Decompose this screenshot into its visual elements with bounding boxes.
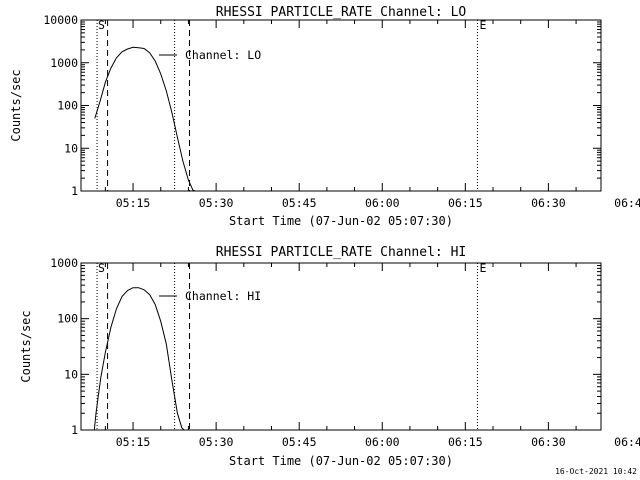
y-tick-label: 1000 — [50, 256, 78, 270]
chart-title: RHESSI PARTICLE_RATE Channel: LO — [216, 5, 467, 20]
x-tick-label: 06:00 — [365, 196, 400, 210]
y-tick-label: 1000 — [50, 56, 78, 70]
start-marker-label: S — [98, 261, 105, 275]
chart-panel-1: RHESSI PARTICLE_RATE Channel: LO 1 10 100 10… — [9, 5, 640, 228]
end-marker-label: E — [480, 18, 487, 32]
series-label: Channel: HI — [185, 289, 261, 303]
y-tick-label: 1 — [71, 423, 78, 437]
y-tick-label: 1 — [71, 184, 78, 198]
y-tick-label: 100 — [57, 99, 78, 113]
x-tick-label: 05:45 — [282, 435, 317, 449]
start-marker-label: S — [98, 18, 105, 32]
y-tick-label: 100 — [57, 312, 78, 326]
x-tick-label: 06:30 — [531, 435, 566, 449]
series-group — [94, 46, 638, 191]
x-tick-label: 06:00 — [365, 435, 400, 449]
end-marker-label: E — [480, 261, 487, 275]
series-line — [93, 287, 185, 430]
x-tick-label: 05:15 — [116, 435, 151, 449]
y-tick-label: 10000 — [43, 13, 78, 27]
x-tick-label: 06:30 — [531, 196, 566, 210]
x-axis-label: Start Time (07-Jun-02 05:07:30) — [229, 454, 453, 468]
series-group — [93, 287, 185, 430]
plot-frame — [80, 19, 602, 192]
x-axis-label: Start Time (07-Jun-02 05:07:30) — [229, 214, 453, 228]
plot-frame — [80, 262, 602, 431]
series-line — [609, 168, 638, 191]
y-axis-label: Counts/sec — [9, 69, 23, 141]
x-tick-label: 06:15 — [448, 196, 483, 210]
x-tick-label: 06:45 — [614, 196, 640, 210]
footer-timestamp: 16-Oct-2021 10:42 — [555, 467, 637, 476]
x-tick-label: 05:45 — [282, 196, 317, 210]
y-tick-label: 10 — [64, 141, 78, 155]
x-tick-label: 05:30 — [199, 196, 234, 210]
x-tick-label: 05:30 — [199, 435, 234, 449]
series-line — [94, 46, 196, 191]
chart-panel-2: RHESSI PARTICLE_RATE Channel: HI 1 10 100 10… — [19, 245, 640, 468]
series-label: Channel: LO — [185, 48, 261, 62]
y-axis-label: Counts/sec — [19, 310, 33, 382]
x-tick-label: 05:15 — [116, 196, 151, 210]
x-tick-label: 06:45 — [614, 435, 640, 449]
y-tick-label: 10 — [64, 367, 78, 381]
chart-title: RHESSI PARTICLE_RATE Channel: HI — [216, 245, 466, 260]
x-tick-label: 06:15 — [448, 435, 483, 449]
